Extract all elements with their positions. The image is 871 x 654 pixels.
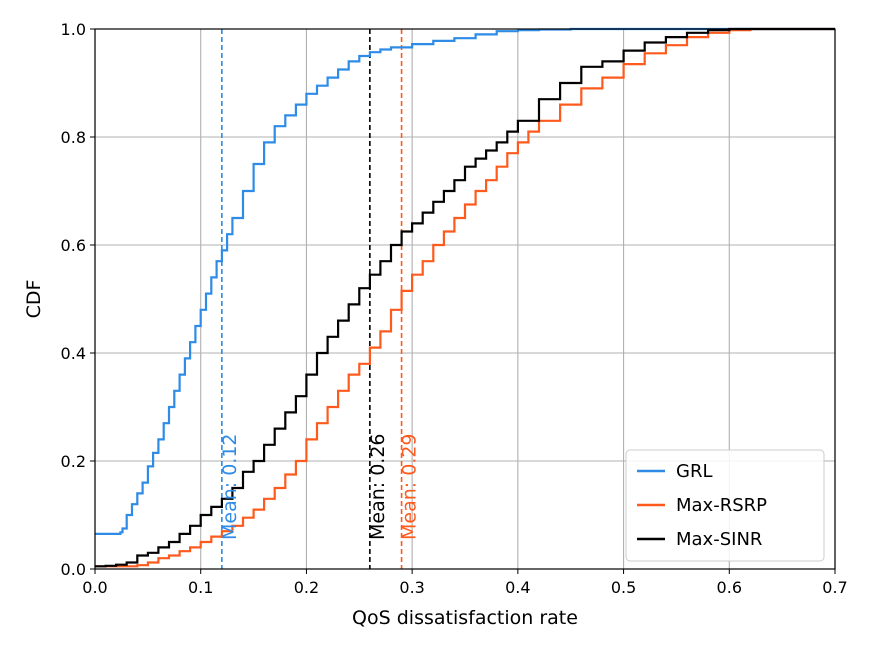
x-tick-label: 0.7 bbox=[822, 578, 847, 597]
x-tick-label: 0.0 bbox=[82, 578, 107, 597]
y-axis-label: CDF bbox=[23, 280, 45, 319]
mean-lines bbox=[221, 29, 403, 569]
mean-labels: Mean: 0.12 Mean: 0.26 Mean: 0.29 bbox=[219, 433, 421, 540]
series-line-max-rsrp bbox=[95, 27, 835, 568]
mean-label-grl: Mean: 0.12 bbox=[219, 433, 241, 540]
y-tick-label: 0.8 bbox=[61, 128, 86, 147]
x-tick-label: 0.4 bbox=[505, 578, 530, 597]
series-line-grl bbox=[95, 27, 835, 535]
plot-frame bbox=[94, 28, 836, 570]
series-line-max-sinr bbox=[95, 27, 835, 568]
x-tick-labels: 0.0 0.1 0.2 0.3 0.4 0.5 0.6 0.7 bbox=[82, 578, 847, 597]
x-tick-label: 0.2 bbox=[294, 578, 319, 597]
y-tick-label: 0.6 bbox=[61, 236, 86, 255]
legend: GRL Max-RSRP Max-SINR bbox=[625, 449, 825, 562]
x-tick-label: 0.5 bbox=[611, 578, 636, 597]
mean-label-max-rsrp: Mean: 0.29 bbox=[399, 433, 421, 540]
x-axis-label: QoS dissatisfaction rate bbox=[352, 607, 578, 629]
y-tick-label: 1.0 bbox=[61, 20, 86, 39]
mean-label-max-sinr: Mean: 0.26 bbox=[367, 433, 389, 540]
y-tick-label: 0.2 bbox=[61, 452, 86, 471]
series-lines bbox=[95, 27, 835, 568]
x-tick-label: 0.1 bbox=[188, 578, 213, 597]
legend-box bbox=[625, 449, 825, 562]
y-tick-label: 0.0 bbox=[61, 560, 86, 579]
y-tick-label: 0.4 bbox=[61, 344, 86, 363]
legend-label-max-sinr: Max-SINR bbox=[676, 529, 762, 550]
x-tick-label: 0.3 bbox=[399, 578, 424, 597]
x-tick-label: 0.6 bbox=[717, 578, 742, 597]
ticks bbox=[90, 28, 836, 574]
legend-label-max-rsrp: Max-RSRP bbox=[676, 495, 767, 516]
y-tick-labels: 0.0 0.2 0.4 0.6 0.8 1.0 bbox=[61, 20, 86, 579]
legend-label-grl: GRL bbox=[676, 461, 712, 482]
